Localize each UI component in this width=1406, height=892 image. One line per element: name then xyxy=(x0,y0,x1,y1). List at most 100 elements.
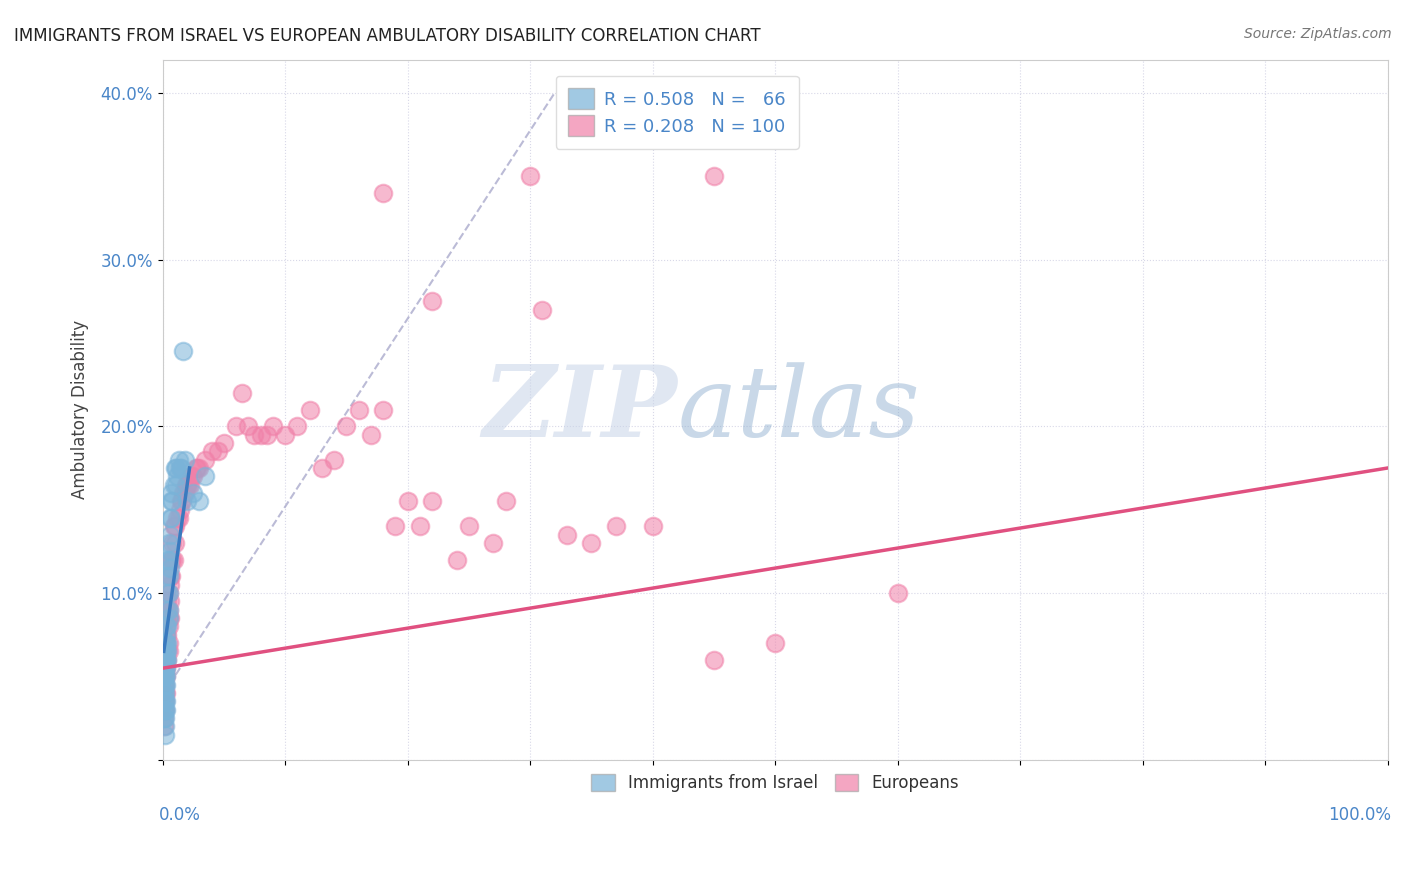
Point xyxy=(153,711,176,725)
Text: 100.0%: 100.0% xyxy=(1329,806,1392,824)
Point xyxy=(153,644,176,658)
Point xyxy=(160,569,183,583)
Point xyxy=(170,461,193,475)
Point xyxy=(152,669,174,683)
Point xyxy=(155,653,177,667)
Point xyxy=(159,611,181,625)
Point xyxy=(555,527,578,541)
Point xyxy=(165,477,187,491)
Point xyxy=(157,602,180,616)
Point xyxy=(153,669,176,683)
Point xyxy=(153,694,176,708)
Point xyxy=(157,611,180,625)
Point xyxy=(159,511,181,525)
Point xyxy=(153,661,176,675)
Point xyxy=(157,619,180,633)
Point xyxy=(200,444,222,458)
Point xyxy=(155,628,177,642)
Point xyxy=(156,628,179,642)
Point xyxy=(311,461,333,475)
Point xyxy=(181,486,204,500)
Point xyxy=(274,427,297,442)
Point xyxy=(156,636,179,650)
Point xyxy=(371,186,394,200)
Point xyxy=(165,461,187,475)
Point xyxy=(157,636,180,650)
Point xyxy=(167,452,190,467)
Point xyxy=(152,661,174,675)
Point xyxy=(256,427,278,442)
Point xyxy=(155,703,177,717)
Point xyxy=(495,494,517,508)
Text: Source: ZipAtlas.com: Source: ZipAtlas.com xyxy=(1244,27,1392,41)
Point xyxy=(446,552,468,566)
Point xyxy=(172,344,194,359)
Point xyxy=(703,169,725,184)
Point xyxy=(159,561,181,575)
Point xyxy=(155,686,177,700)
Point xyxy=(153,728,176,742)
Point xyxy=(156,644,179,658)
Point xyxy=(153,719,176,733)
Point xyxy=(157,644,180,658)
Point xyxy=(160,552,183,566)
Point xyxy=(152,669,174,683)
Point xyxy=(162,536,184,550)
Point xyxy=(155,669,177,683)
Point xyxy=(152,694,174,708)
Point xyxy=(157,586,180,600)
Point xyxy=(152,653,174,667)
Point xyxy=(155,669,177,683)
Point xyxy=(157,536,180,550)
Point xyxy=(166,469,188,483)
Point xyxy=(174,477,197,491)
Point xyxy=(231,386,253,401)
Point xyxy=(160,494,183,508)
Point xyxy=(169,461,191,475)
Point xyxy=(238,419,260,434)
Point xyxy=(155,661,177,675)
Point xyxy=(184,461,207,475)
Point xyxy=(152,711,174,725)
Point xyxy=(285,419,308,434)
Point xyxy=(531,302,554,317)
Point xyxy=(605,519,627,533)
Point xyxy=(156,552,179,566)
Point xyxy=(176,494,198,508)
Point xyxy=(167,511,190,525)
Point xyxy=(153,653,176,667)
Point xyxy=(886,586,908,600)
Point xyxy=(155,644,177,658)
Point xyxy=(156,586,179,600)
Point xyxy=(641,519,664,533)
Point xyxy=(156,644,179,658)
Point xyxy=(156,653,179,667)
Point xyxy=(157,611,180,625)
Point xyxy=(153,678,176,692)
Point xyxy=(396,494,419,508)
Point xyxy=(335,419,357,434)
Point xyxy=(156,602,179,616)
Legend: Immigrants from Israel, Europeans: Immigrants from Israel, Europeans xyxy=(583,765,967,800)
Point xyxy=(160,486,183,500)
Point xyxy=(176,477,198,491)
Point xyxy=(153,694,176,708)
Point xyxy=(157,602,180,616)
Point xyxy=(152,661,174,675)
Point xyxy=(155,619,177,633)
Point xyxy=(420,294,443,309)
Point xyxy=(347,402,370,417)
Point xyxy=(156,569,179,583)
Point xyxy=(186,461,208,475)
Point xyxy=(162,477,184,491)
Point xyxy=(155,653,177,667)
Point xyxy=(298,402,321,417)
Point xyxy=(581,536,603,550)
Point xyxy=(152,719,174,733)
Point xyxy=(212,436,235,450)
Point xyxy=(153,686,176,700)
Point xyxy=(153,661,176,675)
Point xyxy=(163,519,186,533)
Point xyxy=(163,461,186,475)
Point xyxy=(157,552,180,566)
